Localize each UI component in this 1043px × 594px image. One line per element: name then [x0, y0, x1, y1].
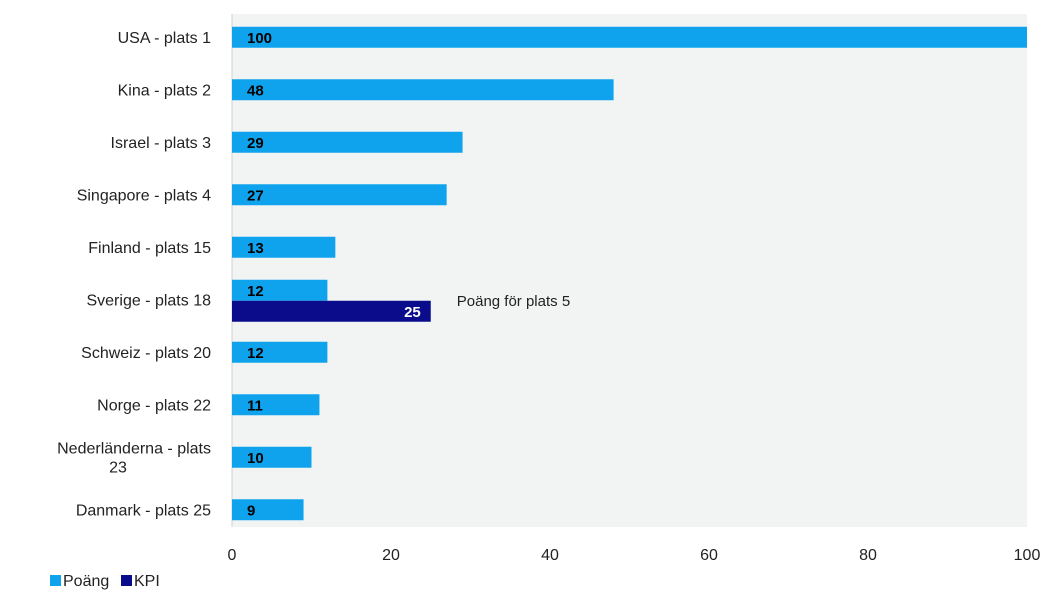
category-label: Danmark - plats 25 [76, 502, 211, 519]
bar-poang [232, 446, 312, 468]
data-label-poang: 10 [247, 450, 264, 467]
bar-poang [232, 79, 614, 101]
category-label: Nederländerna - plats [57, 440, 211, 457]
category-label: Kina - plats 2 [118, 82, 211, 99]
bar-poang [232, 26, 1027, 48]
data-label-kpi: 25 [404, 304, 421, 321]
data-label-poang: 11 [247, 397, 263, 414]
category-label: Singapore - plats 4 [77, 187, 211, 204]
data-label-poang: 12 [247, 345, 264, 362]
data-label-poang: 48 [247, 82, 264, 99]
legend-swatch [121, 575, 132, 586]
bar-poang [232, 184, 447, 206]
bar-poang [232, 394, 320, 416]
x-tick-label: 40 [541, 547, 559, 564]
x-tick-label: 0 [228, 547, 237, 564]
kpi-annotation: Poäng för plats 5 [457, 293, 570, 310]
data-label-poang: 12 [247, 283, 264, 300]
bar-poang [232, 341, 328, 363]
category-label: Schweiz - plats 20 [81, 345, 211, 362]
data-label-poang: 13 [247, 240, 264, 257]
bar-kpi [232, 300, 431, 322]
data-label-poang: 29 [247, 135, 264, 152]
x-tick-label: 60 [700, 547, 718, 564]
category-label: USA - plats 1 [118, 30, 211, 47]
data-label-poang: 9 [247, 502, 255, 519]
category-label: Sverige - plats 18 [86, 292, 211, 309]
legend-label: KPI [134, 573, 160, 590]
legend-swatch [50, 575, 61, 586]
category-label: Norge - plats 22 [97, 397, 211, 414]
bar-poang [232, 236, 336, 258]
legend-label: Poäng [63, 573, 109, 590]
category-label: Israel - plats 3 [111, 135, 212, 152]
data-label-poang: 100 [247, 30, 272, 47]
bar-poang [232, 131, 463, 153]
x-tick-label: 100 [1014, 547, 1041, 564]
bar-poang [232, 279, 328, 301]
category-label: 23 [109, 459, 127, 476]
data-label-poang: 27 [247, 187, 264, 204]
x-tick-label: 80 [859, 547, 877, 564]
category-label: Finland - plats 15 [88, 240, 211, 257]
x-tick-label: 20 [382, 547, 400, 564]
bar-poang [232, 499, 304, 521]
